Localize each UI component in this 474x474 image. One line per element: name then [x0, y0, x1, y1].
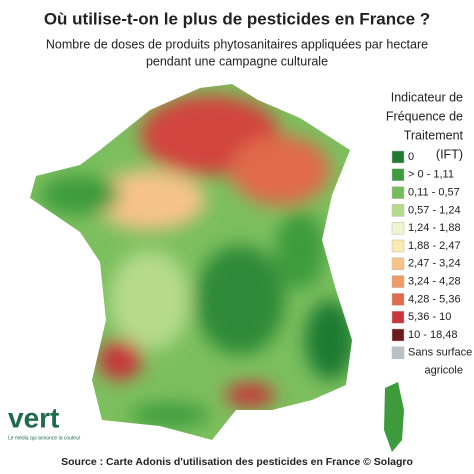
- legend-swatch: [391, 186, 405, 199]
- legend-label: 10 - 18,48: [408, 329, 458, 341]
- legend-swatch: [391, 204, 405, 217]
- logo: vert: [8, 402, 59, 433]
- title: Où utilise-t-on le plus de pesticides en…: [44, 9, 430, 28]
- legend-title: Indicateur de: [391, 90, 463, 104]
- legend-label: 4,28 - 5,36: [408, 293, 461, 305]
- legend-label: 0,11 - 0,57: [408, 187, 460, 199]
- corsica: [384, 382, 404, 452]
- legend-label: 1,88 - 2,47: [408, 240, 461, 252]
- logo-tagline: Le média qui annonce la couleur: [8, 435, 81, 441]
- legend-title: Traitement: [404, 128, 464, 142]
- subtitle: Nombre de doses de produits phytosanitai…: [46, 37, 428, 51]
- legend-title: (IFT): [436, 147, 463, 161]
- legend-label: 1,24 - 1,88: [408, 222, 461, 234]
- legend-label: 2,47 - 3,24: [408, 258, 461, 270]
- legend-swatch: [391, 310, 405, 324]
- legend-label: 3,24 - 4,28: [408, 276, 461, 288]
- legend-swatch: [391, 150, 405, 164]
- legend-swatch: [391, 239, 405, 253]
- legend-swatch: [391, 168, 405, 182]
- legend-swatch: [391, 257, 405, 271]
- legend-title: Fréquence de: [386, 109, 463, 123]
- legend-label: > 0 - 1,11: [408, 169, 454, 181]
- france-map: [30, 84, 404, 452]
- legend-label: 0,57 - 1,24: [408, 204, 461, 216]
- legend-swatch: [391, 275, 405, 288]
- legend-label: agricole: [424, 365, 463, 377]
- legend-swatch: [391, 346, 405, 360]
- legend-swatch: [391, 293, 405, 306]
- legend-label: 0: [408, 151, 414, 163]
- legend-swatch: [391, 328, 405, 342]
- legend-swatch: [391, 221, 405, 235]
- source: Source : Carte Adonis d'utilisation des …: [61, 456, 413, 468]
- legend: Indicateur de Fréquence de Traitement (IFT)…: [386, 90, 472, 376]
- subtitle: pendant une campagne culturale: [146, 54, 328, 68]
- legend-label: 5,36 - 10: [408, 311, 451, 323]
- legend-label: Sans surface: [408, 347, 472, 359]
